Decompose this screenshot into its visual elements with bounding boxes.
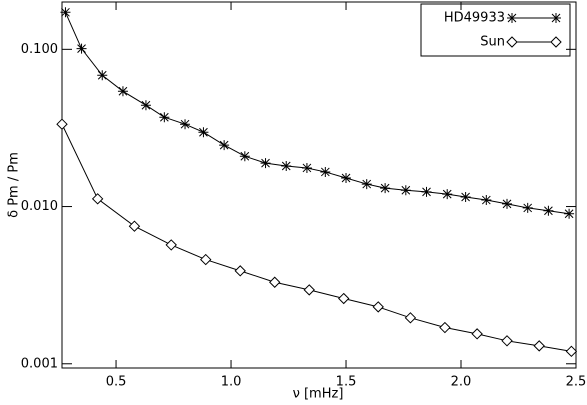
data-point: [76, 43, 87, 54]
legend-marker: [506, 36, 518, 48]
data-point: [533, 340, 545, 352]
data-point: [198, 127, 209, 138]
plot-frame: [61, 1, 577, 369]
data-point: [502, 198, 513, 209]
data-point: [471, 328, 483, 340]
x-tick-label: 1.0: [221, 375, 242, 390]
data-point: [460, 192, 471, 203]
legend-label: Sun: [480, 35, 505, 50]
data-point: [481, 195, 492, 206]
x-tick-label: 0.5: [106, 375, 127, 390]
data-point: [501, 335, 513, 347]
data-point: [320, 166, 331, 177]
legend-box: [420, 3, 571, 57]
y-tick-label: 0.100: [21, 42, 58, 57]
data-point: [361, 179, 372, 190]
y-axis-label: δ Pm / Pm: [7, 152, 22, 218]
data-point: [439, 321, 451, 334]
data-point: [404, 312, 417, 324]
data-point: [219, 140, 230, 151]
data-point: [234, 265, 246, 277]
data-point: [372, 301, 384, 313]
data-point: [565, 345, 578, 358]
legend-marker: [551, 13, 561, 23]
data-point: [97, 70, 108, 81]
data-point: [522, 202, 533, 213]
data-point: [301, 162, 312, 173]
data-point: [180, 119, 191, 130]
data-point: [269, 276, 281, 288]
data-point: [260, 158, 271, 169]
data-point: [91, 193, 104, 205]
y-tick-label: 0.001: [21, 356, 58, 371]
legend-marker: [507, 13, 517, 23]
data-point: [303, 284, 315, 296]
data-point: [60, 7, 71, 18]
x-tick-label: 1.5: [336, 375, 357, 390]
data-point: [338, 292, 350, 305]
data-point: [421, 186, 432, 197]
data-point: [117, 86, 128, 97]
series-line: [64, 12, 570, 215]
legend-marker: [550, 36, 562, 48]
data-point: [140, 100, 151, 111]
x-tick-label: 2.0: [451, 375, 472, 390]
data-point: [165, 239, 177, 251]
data-point: [341, 172, 352, 183]
legend-label: HD49933: [444, 11, 505, 26]
y-tick-label: 0.010: [21, 199, 58, 214]
data-point: [442, 189, 453, 200]
data-point: [128, 220, 141, 232]
series-line: [61, 123, 572, 352]
data-point: [239, 151, 250, 162]
data-point: [543, 205, 554, 216]
data-point: [281, 161, 292, 172]
data-point: [159, 112, 170, 123]
x-axis-label: ν [mHz]: [293, 387, 344, 402]
data-point: [200, 253, 212, 266]
x-tick-label: 2.5: [566, 375, 587, 390]
data-point: [56, 118, 68, 130]
data-point: [564, 208, 575, 219]
data-point: [380, 183, 391, 194]
data-point: [400, 185, 411, 196]
